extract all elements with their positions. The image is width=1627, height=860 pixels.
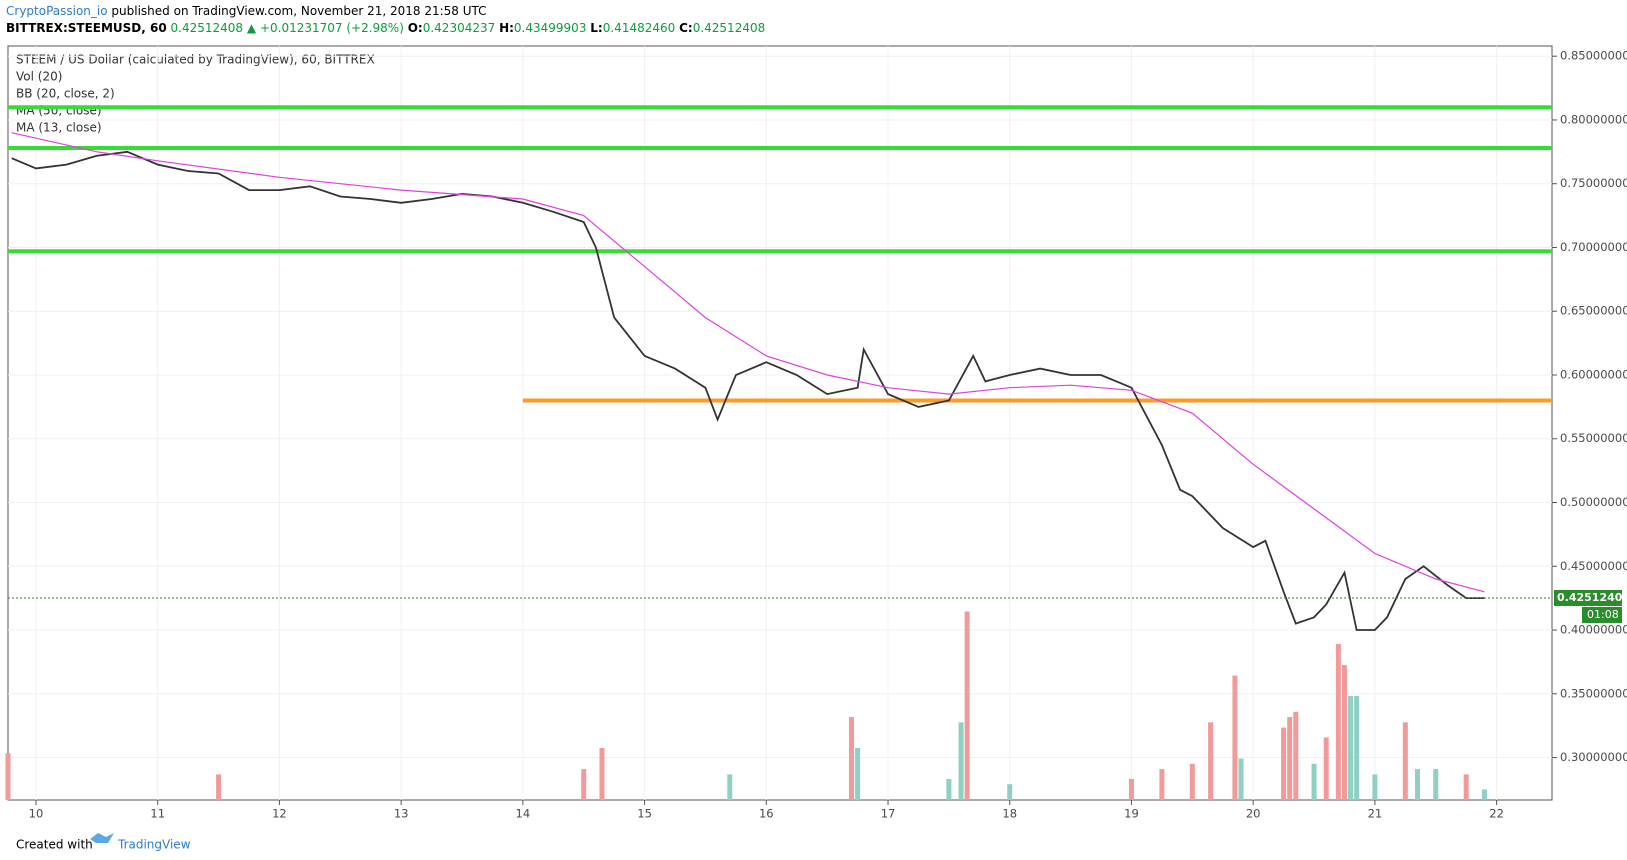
y-tick-label: 0.50000000 bbox=[1560, 495, 1627, 509]
chart-title: STEEM / US Dollar (calculated by Trading… bbox=[16, 53, 375, 67]
volume-bar bbox=[1238, 758, 1244, 800]
volume-bar bbox=[1007, 784, 1013, 800]
last: 0.42512408 bbox=[170, 21, 244, 35]
low: 0.41482460 bbox=[602, 21, 676, 35]
arrow: ▲ bbox=[246, 21, 257, 35]
published: published on TradingView.com, November 2… bbox=[111, 4, 487, 18]
volume-bar bbox=[1208, 722, 1214, 800]
open: 0.42304237 bbox=[422, 21, 496, 35]
plot-frame bbox=[7, 45, 1553, 801]
y-tick-label: 0.85000000 bbox=[1560, 49, 1627, 63]
volume-bar bbox=[1354, 695, 1360, 800]
volume-bar bbox=[581, 769, 587, 800]
volume-bar bbox=[1159, 769, 1165, 800]
countdown-label: 01:08 bbox=[1587, 608, 1619, 621]
volume-bar bbox=[849, 717, 855, 800]
volume-bar bbox=[1335, 643, 1341, 800]
volume-bar bbox=[958, 722, 964, 800]
volume-bar bbox=[216, 774, 222, 800]
x-tick-label: 10 bbox=[29, 807, 44, 821]
volume-bar bbox=[964, 611, 970, 800]
logo bbox=[90, 833, 114, 843]
high: 0.43499903 bbox=[513, 21, 587, 35]
volume-bar bbox=[599, 747, 605, 800]
y-tick-label: 0.40000000 bbox=[1560, 623, 1627, 637]
volume-bar bbox=[1463, 774, 1469, 800]
volume-bar bbox=[1415, 769, 1421, 800]
y-tick-label: 0.70000000 bbox=[1560, 240, 1627, 254]
volume-bar bbox=[1189, 763, 1195, 800]
y-tick-label: 0.65000000 bbox=[1560, 304, 1627, 318]
h-label: H: bbox=[499, 21, 514, 35]
volume-bar bbox=[1287, 717, 1293, 800]
indicator-label: Vol (20) bbox=[16, 70, 62, 84]
x-tick-label: 21 bbox=[1368, 807, 1383, 821]
x-tick-label: 16 bbox=[759, 807, 774, 821]
indicator-label: BB (20, close, 2) bbox=[16, 87, 115, 101]
l-label: L: bbox=[590, 21, 603, 35]
volume-bar bbox=[1232, 675, 1238, 800]
x-tick-label: 14 bbox=[516, 807, 531, 821]
x-tick-label: 13 bbox=[394, 807, 409, 821]
last-price-label: 0.42512408 bbox=[1557, 591, 1627, 604]
volume-bar bbox=[5, 753, 11, 800]
x-tick-label: 12 bbox=[272, 807, 287, 821]
volume-bar bbox=[1311, 763, 1317, 800]
volume-bar bbox=[1281, 727, 1287, 800]
volume-bar bbox=[1323, 737, 1329, 800]
volume-bar bbox=[1402, 722, 1408, 800]
header: CryptoPassion_io published on TradingVie… bbox=[6, 3, 765, 37]
symbol: BITTREX:STEEMUSD, 60 bbox=[6, 21, 167, 35]
x-tick-label: 11 bbox=[150, 807, 165, 821]
volume-bar bbox=[1293, 711, 1299, 800]
footer-created: Created with bbox=[16, 838, 93, 852]
volume-bar bbox=[1348, 695, 1354, 800]
c-label: C: bbox=[679, 21, 693, 35]
countdown-box bbox=[1582, 606, 1622, 623]
volume-bar bbox=[1341, 665, 1347, 800]
y-tick-label: 0.55000000 bbox=[1560, 431, 1627, 445]
x-tick-label: 17 bbox=[881, 807, 896, 821]
y-tick-label: 0.60000000 bbox=[1560, 367, 1627, 381]
author[interactable]: CryptoPassion_io bbox=[6, 4, 108, 18]
indicator-label: MA (13, close) bbox=[16, 121, 102, 135]
volume-bar bbox=[1372, 774, 1378, 800]
change: +0.01231707 (+2.98%) bbox=[259, 21, 404, 35]
price-line bbox=[11, 150, 1485, 631]
y-tick-label: 0.35000000 bbox=[1560, 686, 1627, 700]
x-tick-label: 15 bbox=[637, 807, 652, 821]
y-tick-label: 0.80000000 bbox=[1560, 112, 1627, 126]
x-tick-label: 19 bbox=[1124, 807, 1139, 821]
volume-bar bbox=[946, 778, 952, 800]
x-tick-label: 18 bbox=[1002, 807, 1017, 821]
volume-bar bbox=[855, 747, 861, 800]
y-tick-label: 0.45000000 bbox=[1560, 559, 1627, 573]
close: 0.42512408 bbox=[692, 21, 766, 35]
price-line bbox=[11, 132, 1485, 593]
x-tick-label: 20 bbox=[1246, 807, 1261, 821]
volume-bar bbox=[1433, 769, 1439, 800]
volume-bar bbox=[1481, 789, 1487, 800]
volume-bar bbox=[727, 774, 733, 800]
last-price-box bbox=[1554, 589, 1622, 606]
y-tick-label: 0.75000000 bbox=[1560, 176, 1627, 190]
volume-bar bbox=[1128, 778, 1134, 800]
x-tick-label: 22 bbox=[1489, 807, 1504, 821]
o-label: O: bbox=[407, 21, 423, 35]
footer-brand[interactable]: TradingView bbox=[117, 838, 191, 852]
y-tick-label: 0.30000000 bbox=[1560, 750, 1627, 764]
